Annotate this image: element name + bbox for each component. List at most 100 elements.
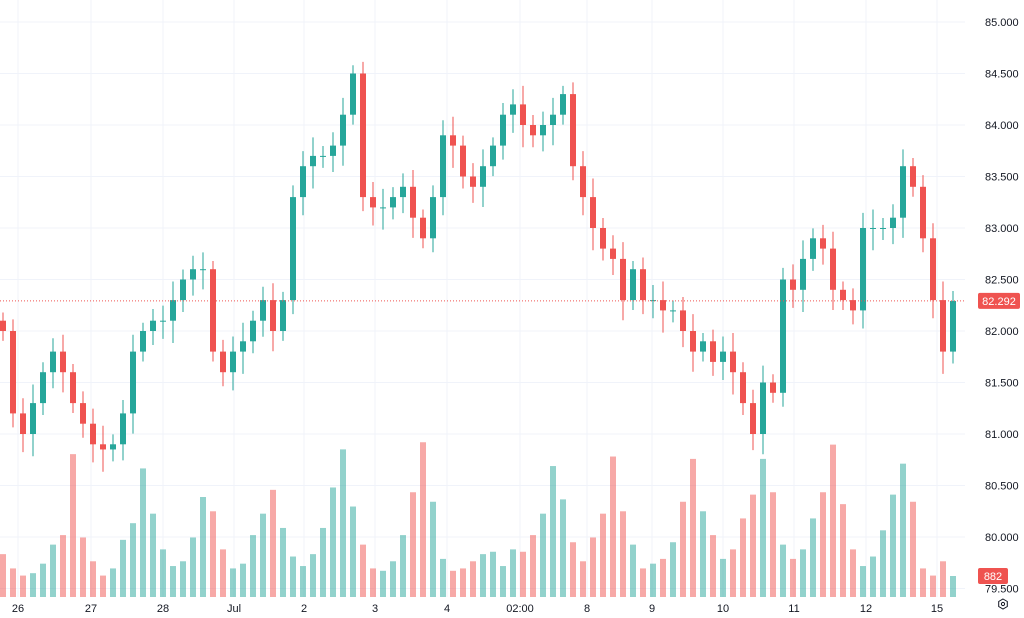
candle-body bbox=[910, 166, 916, 187]
volume-bar bbox=[260, 513, 266, 597]
x-tick-label: 10 bbox=[717, 603, 729, 615]
volume-bar bbox=[930, 575, 936, 597]
candle-body bbox=[520, 104, 526, 125]
y-tick-label: 82.000 bbox=[985, 326, 1019, 338]
candle-body bbox=[890, 217, 896, 228]
candle-body bbox=[440, 135, 446, 198]
volume-bar bbox=[390, 561, 396, 597]
candle-body bbox=[900, 166, 906, 218]
candle-body bbox=[460, 145, 466, 177]
volume-bar bbox=[880, 530, 886, 597]
volume-bar bbox=[850, 549, 856, 597]
candle-body bbox=[480, 166, 486, 187]
volume-bar bbox=[730, 549, 736, 597]
volume-bar bbox=[440, 558, 446, 597]
candle-body bbox=[400, 186, 406, 198]
candle-body bbox=[100, 444, 106, 450]
volume-bar bbox=[670, 542, 676, 597]
volume-bar bbox=[580, 561, 586, 597]
candle-body bbox=[160, 320, 166, 322]
candle-body bbox=[350, 73, 356, 115]
y-tick-label: 79.500 bbox=[985, 584, 1019, 596]
candle-body bbox=[210, 269, 216, 352]
candle-body bbox=[670, 310, 676, 312]
y-tick-label: 84.000 bbox=[985, 120, 1019, 132]
volume-bar bbox=[460, 568, 466, 597]
volume-bar bbox=[500, 566, 506, 597]
candle-body bbox=[950, 300, 956, 352]
candle-body bbox=[250, 320, 256, 342]
candle-body bbox=[730, 351, 736, 373]
x-tick-label: 11 bbox=[788, 603, 799, 615]
candle-body bbox=[310, 155, 316, 167]
volume-bar bbox=[790, 558, 796, 597]
candle-body bbox=[930, 238, 936, 301]
volume-bar bbox=[870, 556, 876, 597]
candle-body bbox=[320, 155, 326, 157]
volume-bar bbox=[180, 561, 186, 597]
volume-bar bbox=[910, 501, 916, 597]
volume-bars bbox=[0, 442, 956, 597]
y-axis[interactable]: 85.000 84.500 84.000 83.500 83.000 82.500 82.0… bbox=[985, 17, 1019, 596]
x-axis[interactable]: 26 27 28 Jul 2 3 4 02:00 8 9 10 11 12 15 bbox=[12, 603, 943, 615]
candle-body bbox=[880, 228, 886, 229]
volume-bar bbox=[640, 568, 646, 597]
candle-body bbox=[690, 331, 696, 352]
last-volume-badge: 882 bbox=[978, 568, 1008, 584]
candle-body bbox=[70, 372, 76, 404]
candle-body bbox=[270, 300, 276, 331]
candle-body bbox=[510, 104, 516, 115]
candle-body bbox=[470, 176, 476, 187]
volume-bar bbox=[840, 504, 846, 597]
volume-bar bbox=[480, 554, 486, 597]
volume-bar bbox=[310, 554, 316, 597]
candle-body bbox=[770, 382, 776, 393]
candle-body bbox=[300, 166, 306, 198]
candle-body bbox=[40, 372, 46, 404]
volume-bar bbox=[540, 513, 546, 597]
volume-bar bbox=[410, 492, 416, 597]
x-tick-label: Jul bbox=[227, 603, 241, 615]
x-tick-label: 12 bbox=[860, 603, 872, 615]
volume-bar bbox=[340, 449, 346, 597]
settings-icon[interactable] bbox=[998, 598, 1008, 610]
candle-body bbox=[170, 300, 176, 321]
volume-bar bbox=[80, 537, 86, 597]
candle-body bbox=[840, 289, 846, 301]
last-volume-label: 882 bbox=[984, 571, 1002, 583]
candle-body bbox=[780, 279, 786, 393]
volume-bar bbox=[900, 463, 906, 597]
y-tick-label: 82.500 bbox=[985, 275, 1019, 287]
candle-body bbox=[450, 135, 456, 146]
x-tick-label: 4 bbox=[444, 603, 450, 615]
volume-bar bbox=[650, 563, 656, 597]
candle-body bbox=[370, 197, 376, 208]
candle-body bbox=[150, 320, 156, 331]
volume-bar bbox=[710, 535, 716, 597]
candle-body bbox=[260, 300, 266, 321]
volume-bar bbox=[280, 527, 286, 597]
volume-bar bbox=[20, 575, 26, 597]
volume-bar bbox=[30, 573, 36, 597]
volume-bar bbox=[560, 499, 566, 597]
candle-body bbox=[0, 320, 6, 331]
volume-bar bbox=[830, 444, 836, 597]
candle-body bbox=[820, 238, 826, 249]
volume-bar bbox=[100, 575, 106, 597]
candle-body bbox=[580, 166, 586, 198]
candle-body bbox=[720, 351, 726, 362]
candle-body bbox=[870, 228, 876, 229]
candle-body bbox=[20, 413, 26, 434]
volume-bar bbox=[10, 568, 16, 597]
volume-bar bbox=[270, 489, 276, 597]
candle-body bbox=[800, 258, 806, 290]
candle-body bbox=[500, 114, 506, 146]
volume-bar bbox=[330, 487, 336, 597]
candle-body bbox=[610, 248, 616, 259]
last-price-badge: 82.292 bbox=[978, 292, 1020, 309]
volume-bar bbox=[370, 568, 376, 597]
candle-body bbox=[30, 403, 36, 434]
volume-bar bbox=[90, 561, 96, 597]
x-tick-label: 9 bbox=[649, 603, 655, 615]
volume-bar bbox=[240, 563, 246, 597]
